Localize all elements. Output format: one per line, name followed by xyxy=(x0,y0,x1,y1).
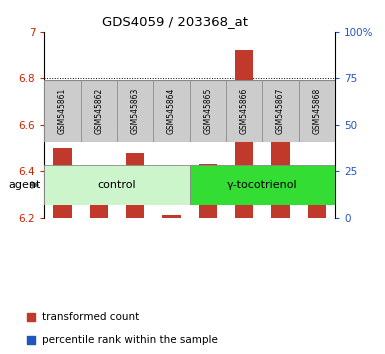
Text: control: control xyxy=(98,180,136,190)
Point xyxy=(28,314,34,320)
Text: GSM545865: GSM545865 xyxy=(203,87,212,134)
Bar xyxy=(226,80,262,142)
Bar xyxy=(126,153,144,218)
Point xyxy=(28,337,34,343)
Text: GDS4059 / 203368_at: GDS4059 / 203368_at xyxy=(102,15,248,28)
Point xyxy=(277,113,283,118)
Point xyxy=(241,107,247,113)
Text: agent: agent xyxy=(8,180,40,190)
Point xyxy=(205,120,211,126)
Bar xyxy=(54,148,72,218)
Bar xyxy=(44,80,80,142)
Bar xyxy=(44,165,190,205)
Text: GSM545867: GSM545867 xyxy=(276,87,285,134)
Point xyxy=(96,122,102,128)
Text: γ-tocotrienol: γ-tocotrienol xyxy=(227,180,298,190)
Text: GSM545863: GSM545863 xyxy=(131,87,140,134)
Bar xyxy=(80,80,117,142)
Point xyxy=(59,118,65,124)
Bar xyxy=(235,51,253,218)
Point xyxy=(314,122,320,128)
Text: GSM545862: GSM545862 xyxy=(94,87,103,134)
Bar xyxy=(262,80,299,142)
Bar xyxy=(153,80,189,142)
Text: percentile rank within the sample: percentile rank within the sample xyxy=(42,335,218,346)
Bar xyxy=(162,215,181,218)
Text: GSM545864: GSM545864 xyxy=(167,87,176,134)
Text: GSM545868: GSM545868 xyxy=(312,87,321,134)
Bar xyxy=(90,199,108,218)
Point xyxy=(168,122,174,128)
Bar xyxy=(271,102,290,218)
Text: transformed count: transformed count xyxy=(42,312,139,322)
Bar xyxy=(299,80,335,142)
Bar xyxy=(117,80,153,142)
Bar xyxy=(199,164,217,218)
Text: GSM545861: GSM545861 xyxy=(58,87,67,134)
Bar xyxy=(190,165,335,205)
Point xyxy=(132,118,138,124)
Text: GSM545866: GSM545866 xyxy=(239,87,249,134)
Bar xyxy=(308,199,326,218)
Bar xyxy=(190,80,226,142)
